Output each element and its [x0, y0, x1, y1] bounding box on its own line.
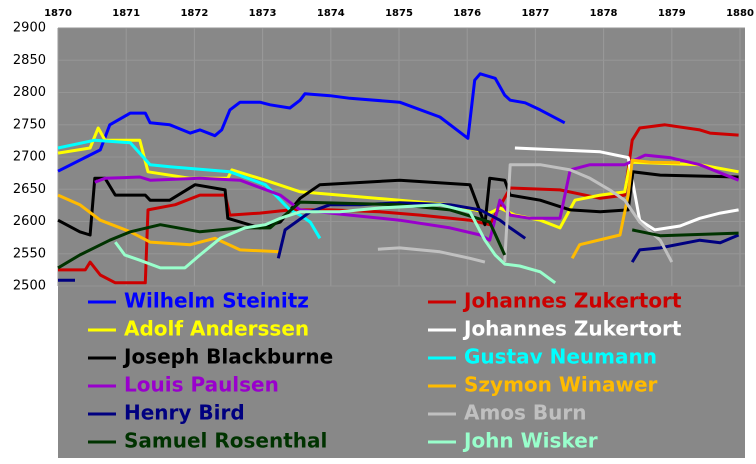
legend-label: Johannes Zukertort — [462, 317, 682, 341]
y-tick-label: 2750 — [13, 117, 46, 132]
x-tick-label: 1879 — [658, 8, 686, 19]
y-tick-label: 2700 — [13, 150, 46, 165]
y-tick-label: 2850 — [13, 53, 46, 68]
x-tick-label: 1870 — [44, 8, 72, 19]
legend-label: Johannes Zukertort — [462, 289, 682, 313]
y-tick-label: 2650 — [13, 182, 46, 197]
x-tick-label: 1873 — [249, 8, 277, 19]
legend-label: Adolf Anderssen — [124, 317, 309, 341]
y-tick-label: 2900 — [13, 21, 46, 36]
legend-label: Szymon Winawer — [464, 373, 658, 397]
y-tick-label: 2500 — [13, 279, 46, 294]
x-tick-label: 1876 — [453, 8, 481, 19]
y-tick-label: 2800 — [13, 85, 46, 100]
x-tick-label: 1874 — [317, 8, 345, 19]
x-tick-label: 1875 — [385, 8, 413, 19]
x-tick-label: 1878 — [590, 8, 618, 19]
series-line — [514, 146, 739, 232]
series-line — [377, 163, 674, 264]
legend-label: John Wisker — [462, 429, 598, 453]
series-line — [58, 201, 740, 282]
legend-label: Henry Bird — [124, 401, 245, 425]
series-line — [57, 170, 739, 237]
x-tick-label: 1872 — [180, 8, 208, 19]
x-tick-label: 1877 — [521, 8, 549, 19]
x-tick-label: 1871 — [112, 8, 140, 19]
x-tick-label: 1880 — [726, 8, 754, 19]
series-line — [57, 126, 739, 230]
series-line — [57, 158, 681, 260]
legend-label: Wilhelm Steinitz — [124, 289, 309, 313]
y-tick-label: 2550 — [13, 246, 46, 261]
y-tick-label: 2600 — [13, 214, 46, 229]
series-line — [57, 72, 566, 173]
legend-label: Joseph Blackburne — [122, 345, 333, 369]
legend-label: Gustav Neumann — [464, 345, 657, 369]
legend-label: Samuel Rosenthal — [124, 429, 327, 453]
legend-label: Louis Paulsen — [124, 373, 279, 397]
legend-label: Amos Burn — [464, 401, 587, 425]
series-line — [57, 200, 739, 270]
series-line — [114, 203, 557, 285]
